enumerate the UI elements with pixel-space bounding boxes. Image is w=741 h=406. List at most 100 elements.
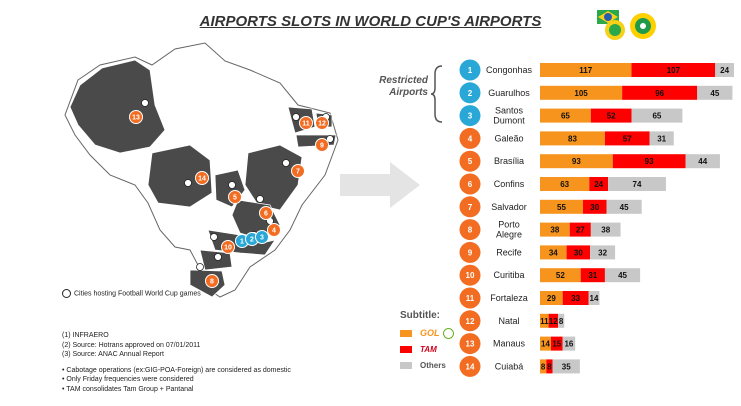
- bar-value-label: 11: [540, 317, 549, 326]
- airport-number-label: 14: [466, 362, 475, 371]
- bar-value-label: 105: [574, 89, 588, 98]
- category-label: Brasília: [494, 156, 524, 166]
- map-marker: [228, 190, 242, 204]
- bar-value-label: 52: [556, 271, 565, 280]
- category-label: Natal: [498, 316, 519, 326]
- category-label: Guarulhos: [488, 88, 530, 98]
- airport-number-badge: [459, 219, 481, 241]
- map-marker-label: 1: [240, 239, 244, 246]
- legend-swatch-tam: [400, 345, 412, 353]
- legend-tam: TAM: [400, 341, 454, 357]
- map-marker: [291, 164, 305, 178]
- bar-value-label: 30: [574, 248, 583, 257]
- category-label: Recife: [496, 247, 522, 257]
- football-icon: [256, 195, 264, 203]
- airport-number-label: 9: [468, 248, 473, 257]
- bar-value-label: 57: [623, 134, 632, 143]
- bar-segment-gol: [540, 154, 613, 169]
- airport-number-badge: [459, 150, 481, 172]
- bar-value-label: 63: [560, 180, 569, 189]
- bar-segment-tam: [622, 85, 698, 100]
- map-marker-label: 7: [296, 169, 300, 176]
- legend-others-label: Others: [420, 360, 446, 370]
- bar-value-label: 83: [568, 134, 577, 143]
- bar-value-label: 117: [579, 66, 592, 75]
- airport-number-badge: [459, 59, 481, 81]
- airport-number-label: 4: [468, 134, 473, 143]
- bar-value-label: 8: [547, 362, 552, 371]
- bar-segment-others: [590, 245, 616, 260]
- bullet-1: • Cabotage operations (ex:GIG-POA-Foreig…: [62, 366, 291, 374]
- category-label: Confins: [494, 179, 525, 189]
- bar-value-label: 52: [607, 112, 616, 121]
- state-amazonas: [69, 59, 166, 154]
- map-legend: Cities hosting Football World Cup games: [62, 289, 202, 298]
- map-marker-label: 14: [198, 176, 206, 183]
- bar-segment-gol: [540, 245, 567, 260]
- bar-value-label: 14: [541, 340, 550, 349]
- bar-value-label: 44: [698, 157, 707, 166]
- right-arrow-icon: [340, 162, 420, 208]
- bar-segment-tam: [569, 222, 591, 237]
- bar-segment-tam: [550, 336, 563, 351]
- map-marker: [259, 206, 273, 220]
- bar-segment-tam: [590, 108, 632, 123]
- bar-value-label: 74: [633, 180, 642, 189]
- notes: (1) INFRAERO (2) Source: Hotrans approve…: [62, 331, 291, 394]
- bar-value-label: 93: [645, 157, 654, 166]
- airport-number-badge: [459, 355, 481, 377]
- bullet-3: • TAM consolidates Tam Group + Pantanal: [62, 385, 194, 393]
- bar-segment-tam: [604, 131, 650, 146]
- airport-number-label: 8: [468, 226, 473, 235]
- bar-segment-others: [631, 108, 683, 123]
- bullet-2: • Only Friday frequencies were considere…: [62, 376, 194, 383]
- category-label: Congonhas: [486, 65, 533, 75]
- bar-value-label: 32: [598, 248, 607, 257]
- state-mato-grosso: [147, 144, 213, 208]
- airport-number-badge: [459, 264, 481, 286]
- bar-value-label: 93: [572, 157, 581, 166]
- category-label: Dumont: [493, 116, 525, 126]
- airport-number-label: 1: [468, 66, 473, 75]
- category-label: Curitiba: [493, 270, 524, 280]
- bar-segment-gol: [540, 291, 563, 305]
- bar-segment-tam: [583, 199, 607, 214]
- bar-segment-gol: [540, 199, 584, 214]
- category-label: Alegre: [496, 230, 522, 240]
- bar-segment-others: [606, 199, 642, 214]
- bar-value-label: 45: [620, 203, 629, 212]
- bar-segment-others: [608, 177, 666, 191]
- bar-value-label: 45: [710, 89, 719, 98]
- bar-segment-tam: [548, 313, 558, 328]
- bullet-2-text: Only Friday frequencies were considered: [66, 376, 194, 383]
- bar-segment-others: [562, 336, 576, 351]
- bar-segment-others: [697, 85, 733, 100]
- category-label: Fortaleza: [490, 293, 528, 303]
- map-marker: [315, 138, 329, 152]
- legend-others: Others: [400, 357, 454, 373]
- airport-number-badge: [459, 82, 481, 104]
- bar-value-label: 12: [549, 317, 558, 326]
- airport-number-label: 7: [468, 203, 473, 212]
- football-icon: [210, 233, 218, 241]
- bullet-3-text: TAM consolidates Tam Group + Pantanal: [66, 385, 194, 393]
- map-marker: [195, 171, 209, 185]
- subtitle-title: Subtitle:: [400, 310, 440, 321]
- map-marker: [221, 240, 235, 254]
- legend-gol: GOL: [400, 325, 454, 341]
- bar-value-label: 30: [590, 203, 599, 212]
- gol-logo-icon: [442, 327, 454, 339]
- airport-number-label: 6: [468, 180, 473, 189]
- map-marker-label: 3: [260, 235, 264, 242]
- bar-segment-others: [604, 268, 641, 283]
- subtitle-legend: Subtitle: GOL TAM Others: [400, 310, 454, 373]
- map-marker-label: 2: [250, 237, 254, 244]
- map-marker-label: 13: [132, 115, 140, 122]
- airport-number-badge: [459, 333, 481, 355]
- airport-number-label: 12: [466, 317, 475, 326]
- map-marker: [129, 110, 143, 124]
- bar-value-label: 31: [588, 271, 597, 280]
- bar-value-label: 38: [550, 226, 559, 235]
- bar-value-label: 31: [657, 134, 666, 143]
- category-label: Porto: [498, 220, 520, 230]
